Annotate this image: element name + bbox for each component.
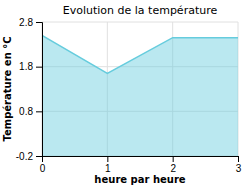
- x-axis: 0 1 2 3: [40, 156, 242, 174]
- tick-label: 0.8: [19, 106, 33, 117]
- tick: 3: [236, 156, 242, 174]
- tick-mark: [36, 67, 42, 68]
- area: [42, 35, 238, 156]
- tick-label: -0.2: [16, 151, 34, 162]
- grid: [42, 22, 238, 156]
- y-axis: -0.2 0.8 1.8 2.8: [16, 17, 43, 162]
- title: Evolution de la température: [63, 4, 218, 17]
- tick-label: 3: [236, 163, 242, 174]
- tick-label: 1: [105, 163, 111, 174]
- tick-mark: [107, 156, 108, 162]
- grid-line: [42, 22, 238, 23]
- y-axis-title: Température en °C: [2, 36, 13, 141]
- tick: -0.2: [16, 151, 42, 162]
- chart: 0 1 2 3 -0.2 0.8 1.8 2.8 Evolution de la tempéra…: [0, 0, 250, 188]
- tick-mark: [238, 156, 239, 162]
- y-axis-line: [36, 23, 43, 157]
- tick: 1: [105, 156, 111, 174]
- plot-area: 0 1 2 3 -0.2 0.8 1.8 2.8: [16, 17, 242, 174]
- x-axis-title: heure par heure: [94, 174, 185, 185]
- x-axis-line: [43, 157, 239, 163]
- tick: 1.8: [19, 61, 42, 72]
- series: [42, 35, 238, 156]
- tick: 0.8: [19, 106, 42, 117]
- tick-label: 2: [170, 163, 176, 174]
- tick-mark: [36, 22, 42, 23]
- tick: 2: [170, 156, 176, 174]
- tick-mark: [36, 156, 42, 157]
- tick-label: 0: [40, 163, 46, 174]
- tick-label: 1.8: [19, 61, 33, 72]
- tick-label: 2.8: [19, 17, 33, 28]
- tick: 2.8: [19, 17, 42, 28]
- tick-mark: [36, 111, 42, 112]
- line: [42, 35, 238, 73]
- tick: 0: [40, 156, 46, 174]
- tick-mark: [173, 156, 174, 162]
